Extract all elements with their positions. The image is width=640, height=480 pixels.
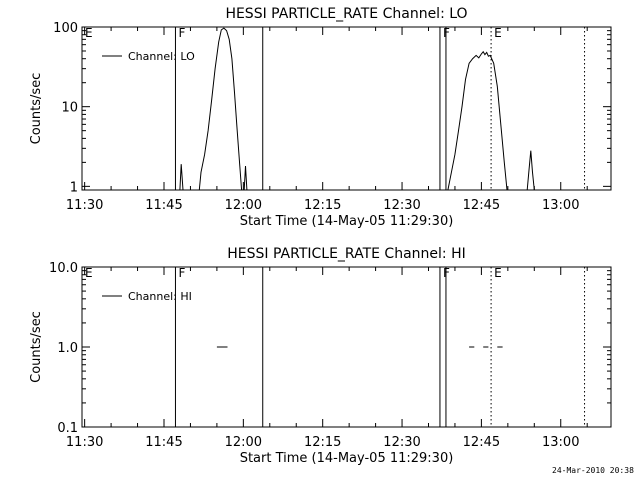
chart-panel-1: HESSI PARTICLE_RATE Channel: LO 11:30 11:4… (29, 6, 612, 229)
y-tick-label: 100 (53, 21, 78, 36)
x-axis-label: Start Time (14-May-05 11:29:30) (240, 214, 454, 229)
x-tick-label: 12:45 (463, 435, 500, 450)
chart-panel-2: HESSI PARTICLE_RATE Channel: HI 11:30 11:4… (29, 246, 612, 466)
y-tick-label: 1 (70, 180, 78, 195)
plot-frame (81, 26, 612, 191)
x-tick-label: 12:00 (225, 198, 262, 213)
y-tick-label: 0.1 (57, 421, 78, 436)
y-axis-label: Counts/sec (29, 73, 44, 145)
x-tick-label: 13:00 (542, 435, 579, 450)
x-axis-label: Start Time (14-May-05 11:29:30) (240, 451, 454, 466)
x-tick-label: 12:45 (463, 198, 500, 213)
x-tick-label: 12:30 (383, 198, 420, 213)
data-series-line (243, 165, 248, 191)
y-tick-label: 10.0 (49, 261, 78, 276)
x-tick-label: 12:00 (225, 435, 262, 450)
timestamp-label: 24-Mar-2010 20:38 (552, 466, 634, 475)
x-tick-label: 11:30 (66, 435, 103, 450)
flag-letter: F (178, 26, 185, 40)
flag-letter: E (85, 266, 93, 280)
chart-title: HESSI PARTICLE_RATE Channel: HI (227, 246, 465, 262)
x-tick-label: 12:15 (304, 198, 341, 213)
flag-letter: E (85, 26, 93, 40)
flag-letter: E (494, 266, 502, 280)
y-tick-label: 10 (61, 101, 78, 116)
x-tick-label: 12:30 (383, 435, 420, 450)
data-series-line (179, 164, 184, 191)
legend-entry: Channel: HI (128, 290, 192, 303)
flag-letter: F (443, 266, 450, 280)
data-series-line (198, 27, 243, 191)
data-series-line (447, 50, 508, 191)
y-axis-label: Counts/sec (29, 311, 44, 383)
flag-letter: E (494, 26, 502, 40)
x-tick-label: 11:45 (145, 435, 182, 450)
x-tick-label: 11:45 (145, 198, 182, 213)
flag-letter: F (178, 266, 185, 280)
y-tick-label: 1.0 (57, 341, 78, 356)
data-series-line (526, 150, 535, 191)
legend-entry: Channel: LO (128, 50, 195, 63)
flag-letter: F (443, 26, 450, 40)
x-tick-label: 12:15 (304, 435, 341, 450)
x-tick-label: 13:00 (542, 198, 579, 213)
chart-title: HESSI PARTICLE_RATE Channel: LO (225, 6, 467, 22)
x-tick-label: 11:30 (66, 198, 103, 213)
